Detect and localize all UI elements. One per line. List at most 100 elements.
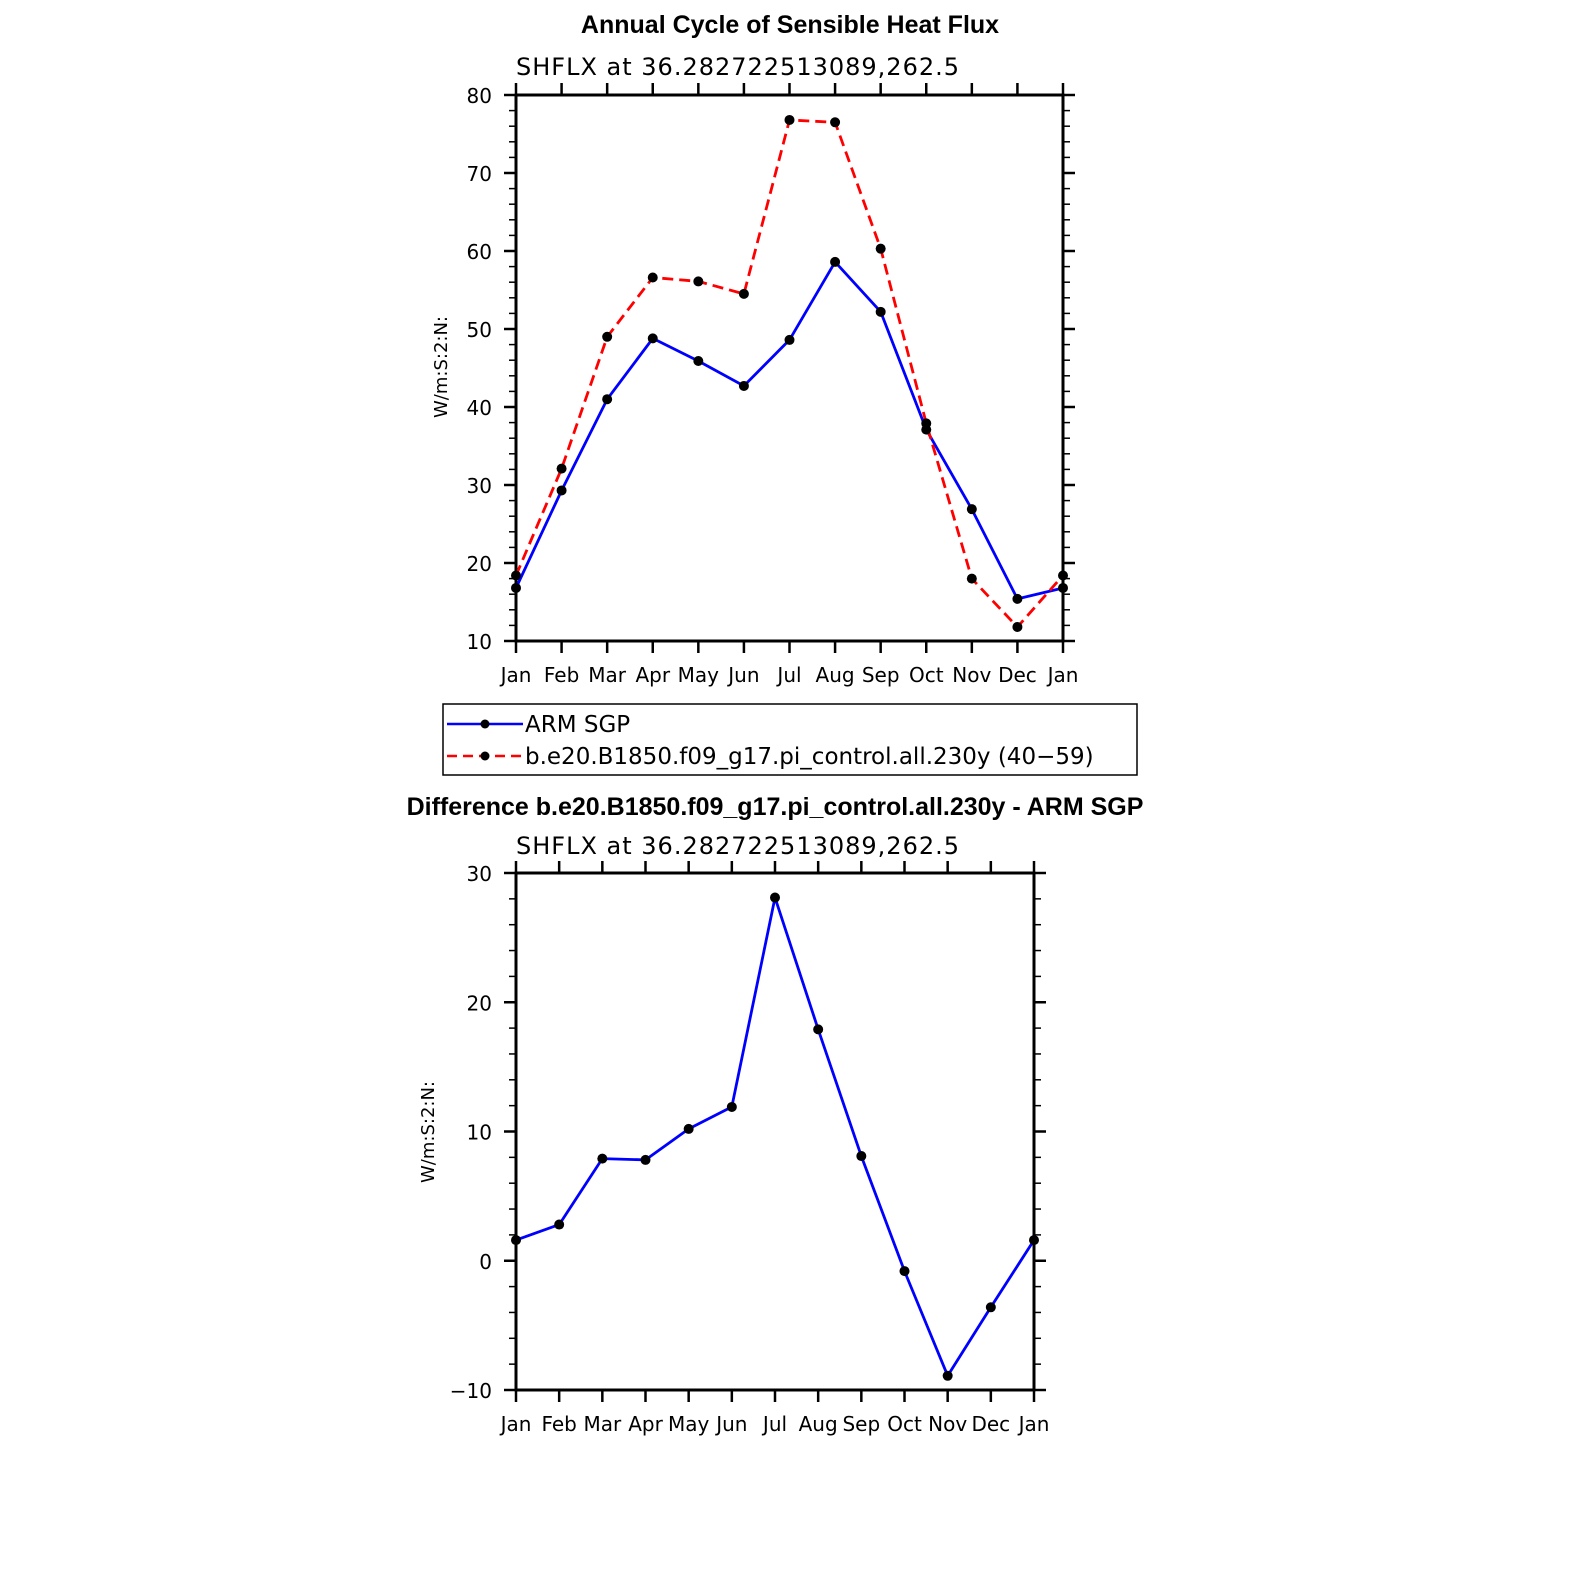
x-tick-label: Jul <box>761 1412 787 1436</box>
x-tick-label: Sep <box>862 663 900 687</box>
x-tick-labels: Jan Feb Mar Apr May Jun Jul Aug Sep Oct Nov Dec Jan <box>499 663 1079 687</box>
data-point-series-0 <box>683 1123 694 1134</box>
data-point-series-0 <box>985 1302 996 1313</box>
difference-series-layer <box>511 892 1039 1381</box>
y-tick-label: 40 <box>467 396 492 420</box>
x-tick-label: Dec <box>971 1412 1010 1436</box>
difference-axis-ticks <box>504 861 1046 1402</box>
data-point-series-0 <box>556 485 567 496</box>
y-tick-label: 20 <box>467 991 492 1015</box>
x-tick-label: May <box>678 663 720 687</box>
x-tick-label: Apr <box>635 663 670 687</box>
data-point-series-1 <box>1058 570 1068 581</box>
data-point-series-0 <box>602 394 613 405</box>
legend-label-model: b.e20.B1850.f09_g17.pi_control.all.230y … <box>525 744 1094 770</box>
y-tick-label: 20 <box>467 552 492 576</box>
y-tick-label: 10 <box>467 1121 492 1145</box>
data-point-series-1 <box>511 570 521 581</box>
data-point-series-1 <box>1012 621 1023 632</box>
data-point-series-1 <box>556 463 567 474</box>
data-point-series-0 <box>899 1266 910 1277</box>
data-point-series-1 <box>738 288 749 299</box>
axis-ticks <box>504 83 1075 653</box>
x-tick-label: Jul <box>775 663 801 687</box>
x-tick-label: Nov <box>952 663 991 687</box>
x-tick-label: Jan <box>499 663 532 687</box>
y-tick-labels: 10 20 30 40 50 60 70 80 <box>467 84 492 654</box>
y-tick-label: 70 <box>467 162 492 186</box>
y-tick-label: −10 <box>450 1379 492 1403</box>
x-tick-label: Sep <box>842 1412 880 1436</box>
data-point-series-0 <box>738 380 749 391</box>
y-tick-label: 0 <box>479 1250 492 1274</box>
data-point-series-0 <box>640 1154 651 1165</box>
data-point-series-0 <box>647 333 658 344</box>
data-point-series-0 <box>875 306 886 317</box>
x-tick-label: Jun <box>714 1412 747 1436</box>
y-tick-label: 80 <box>467 84 492 108</box>
difference-x-tick-labels: Jan Feb Mar Apr May Jun Jul Aug Sep Oct Nov Dec Jan <box>499 1412 1050 1436</box>
y-axis-label: W/m:S:2:N: <box>431 316 452 418</box>
difference-chart: Difference b.e20.B1850.f09_g17.pi_contro… <box>407 793 1144 1436</box>
x-tick-label: Nov <box>928 1412 967 1436</box>
legend-box <box>442 703 1138 776</box>
x-tick-label: May <box>668 1412 710 1436</box>
data-point-series-1 <box>875 243 886 254</box>
data-point-series-0 <box>770 892 780 903</box>
y-tick-label: 10 <box>467 630 492 654</box>
series-line-0 <box>514 260 1064 601</box>
data-point-series-0 <box>693 355 704 366</box>
data-point-series-1 <box>784 114 795 125</box>
x-tick-label: Jan <box>1017 1412 1050 1436</box>
plot-frame <box>514 93 1065 643</box>
legend-label-arm-sgp: ARM SGP <box>525 712 630 738</box>
data-point-series-1 <box>966 573 977 584</box>
x-tick-label: Jan <box>499 1412 532 1436</box>
series-layer <box>511 114 1068 632</box>
data-point-series-0 <box>1029 1235 1039 1246</box>
series-line-0 <box>515 896 1036 1378</box>
data-point-series-0 <box>554 1219 565 1230</box>
data-point-series-1 <box>647 272 658 283</box>
x-tick-label: Jan <box>1046 663 1079 687</box>
annual-cycle-chart: Annual Cycle of Sensible Heat Flux SHFLX… <box>431 11 1138 776</box>
legend-marker-arm-sgp <box>480 719 490 729</box>
x-tick-label: Feb <box>544 663 579 687</box>
x-tick-label: Mar <box>588 663 627 687</box>
x-tick-label: Oct <box>909 663 944 687</box>
y-tick-label: 30 <box>467 474 492 498</box>
y-tick-label: 30 <box>467 862 492 886</box>
x-tick-label: Aug <box>816 663 855 687</box>
data-point-series-0 <box>813 1024 824 1035</box>
y-tick-label: 50 <box>467 318 492 342</box>
data-point-series-1 <box>921 418 932 429</box>
difference-y-tick-labels: −10 0 10 20 30 <box>450 862 492 1403</box>
data-point-series-0 <box>511 582 521 593</box>
difference-y-axis-label: W/m:S:2:N: <box>418 1081 439 1183</box>
data-point-series-0 <box>830 256 841 267</box>
data-point-series-0 <box>597 1153 608 1164</box>
x-tick-label: Jun <box>726 663 759 687</box>
data-point-series-0 <box>856 1151 867 1162</box>
data-point-series-1 <box>693 276 704 287</box>
data-point-series-0 <box>1058 582 1068 593</box>
data-point-series-0 <box>511 1235 521 1246</box>
x-tick-label: Oct <box>887 1412 922 1436</box>
difference-chart-subtitle: SHFLX at 36.282722513089,262.5 <box>516 832 960 860</box>
data-point-series-0 <box>784 334 795 345</box>
x-tick-label: Feb <box>541 1412 576 1436</box>
difference-plot-frame <box>514 871 1036 1392</box>
data-point-series-0 <box>966 504 977 515</box>
data-point-series-1 <box>602 331 613 342</box>
series-line-1 <box>514 118 1065 629</box>
data-point-series-0 <box>726 1101 737 1112</box>
chart-title: Annual Cycle of Sensible Heat Flux <box>581 11 999 39</box>
legend-marker-model <box>480 751 490 761</box>
legend: ARM SGP b.e20.B1850.f09_g17.pi_control.a… <box>442 703 1138 776</box>
x-tick-label: Apr <box>628 1412 663 1436</box>
data-point-series-0 <box>942 1370 953 1381</box>
x-tick-label: Dec <box>998 663 1037 687</box>
x-tick-label: Aug <box>799 1412 838 1436</box>
data-point-series-0 <box>1012 593 1023 604</box>
